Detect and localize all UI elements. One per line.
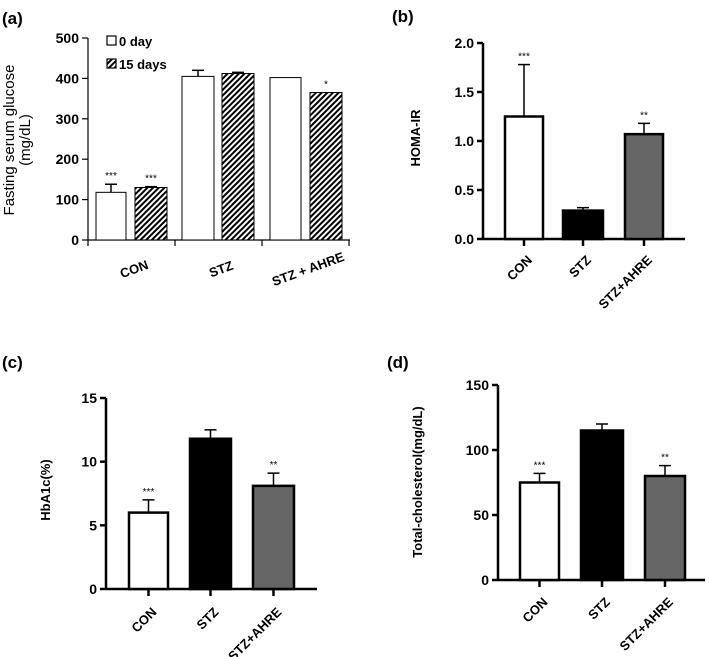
y-tick-label: 500 [56,30,80,46]
y-axis-label: Fasting serum glucose [1,65,18,216]
panel-label: (d) [387,353,409,372]
significance-marker: ** [661,453,669,464]
x-category-label: CON [519,594,550,625]
y-tick-label: 15 [81,390,97,406]
y-axis-label: HbA1c(%) [38,459,53,520]
x-category-label: STZ [585,594,613,622]
panel-label: (a) [2,9,23,28]
y-tick-label: 100 [466,442,490,458]
y-tick-label: 0.0 [455,231,475,247]
legend-swatch [106,58,117,69]
significance-marker: *** [534,460,546,471]
significance-marker: ** [640,110,648,121]
panel-label: (b) [392,7,414,26]
x-category-label: CON [504,252,535,283]
y-tick-label: 1.0 [455,133,475,149]
y-axis-label: Total-cholesterol(mg/dL) [410,406,425,557]
bar [561,209,605,241]
significance-marker: *** [105,171,117,182]
y-tick-label: 2.0 [455,35,475,51]
bar [503,115,545,241]
y-tick-label: 0 [481,572,489,588]
y-tick-label: 200 [56,151,80,167]
significance-marker: *** [518,52,530,63]
y-tick-label: 400 [56,70,80,86]
y-tick-label: 0 [71,232,79,248]
x-category-label: STZ + AHRE [270,249,347,289]
y-tick-label: 5 [89,517,97,533]
bar [623,132,665,241]
y-axis-label: HOMA-IR [408,109,423,167]
x-category-label: STZ [566,252,594,280]
x-category-label: CON [128,604,159,635]
bar [643,474,687,582]
bar [221,73,255,241]
bar [251,484,296,591]
panel-label: (c) [2,353,23,372]
x-category-label: STZ+AHRE [596,252,656,312]
y-tick-label: 0 [89,581,97,597]
legend-label: 15 days [119,57,167,72]
bar [127,511,170,591]
significance-marker: ** [270,460,278,471]
x-category-label: CON [118,257,150,281]
bar [134,186,168,241]
bar [309,92,343,241]
y-tick-label: 300 [56,111,80,127]
x-category-label: STZ+AHRE [225,604,285,657]
y-tick-label: 150 [466,377,490,393]
legend-swatch [106,35,117,46]
y-tick-label: 0.5 [455,182,475,198]
bar [579,429,625,582]
bar [518,481,561,582]
significance-marker: *** [143,487,155,498]
y-tick-label: 1.5 [455,84,475,100]
bar [188,437,233,591]
bar [181,75,215,241]
x-category-label: STZ+AHRE [617,594,677,654]
bar [269,77,302,241]
y-axis-label: (mg/dL) [17,114,34,166]
significance-marker: * [324,80,328,91]
legend-label: 0 day [119,34,153,49]
bar [95,191,127,241]
y-tick-label: 50 [473,507,489,523]
x-category-label: STZ [207,258,235,281]
significance-marker: *** [145,174,157,185]
y-tick-label: 10 [81,454,97,470]
y-tick-label: 100 [56,192,80,208]
x-category-label: STZ [193,604,221,632]
